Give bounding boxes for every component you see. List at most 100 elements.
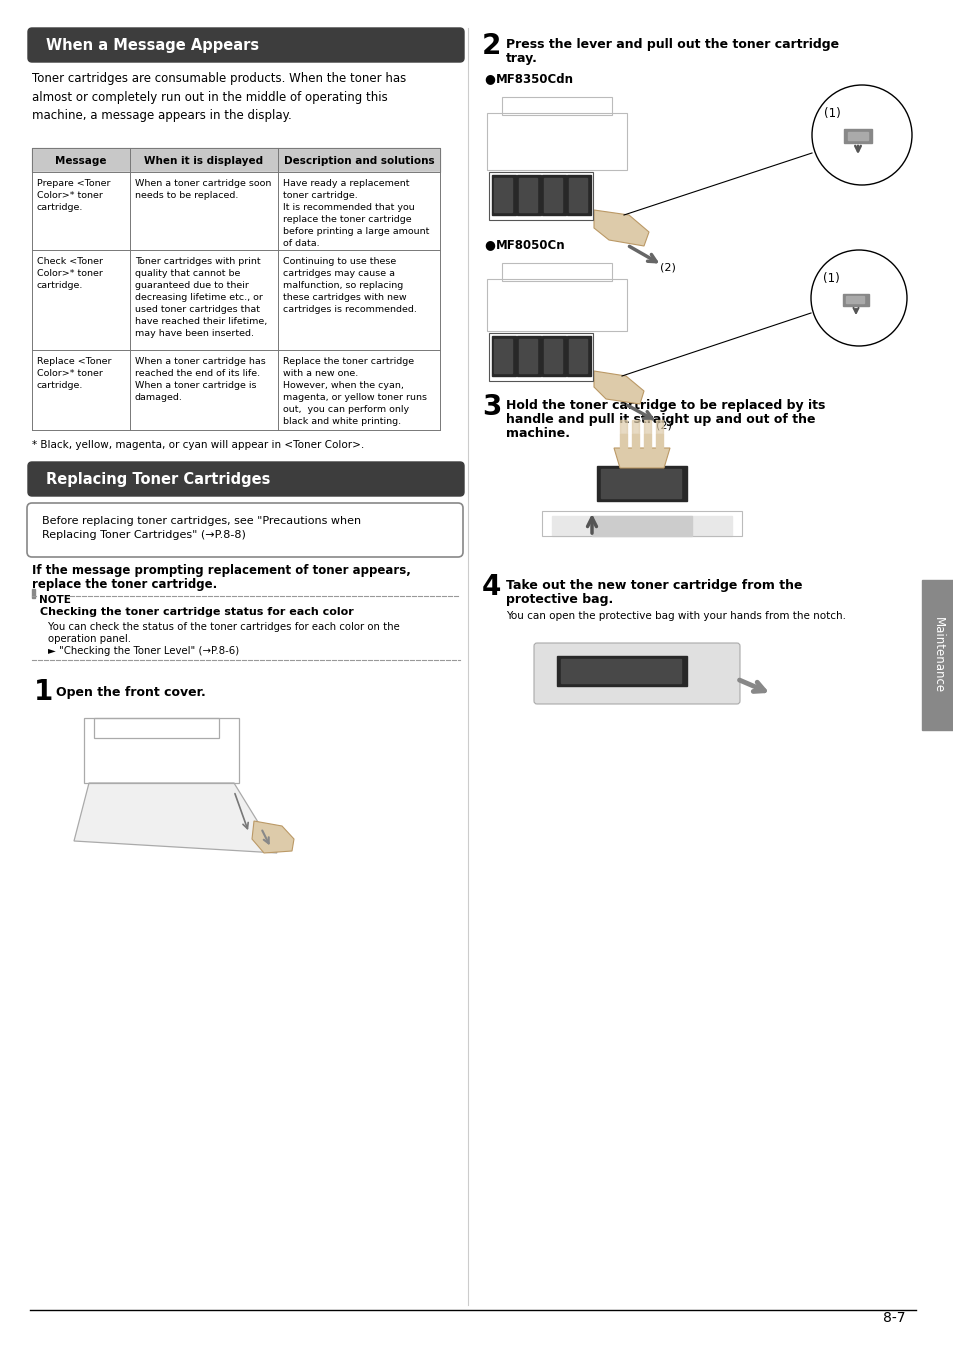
Bar [489, 171, 593, 220]
Bar [619, 420, 626, 433]
Bar [518, 178, 537, 212]
Text: MF8350Cdn: MF8350Cdn [496, 73, 574, 86]
Bar [557, 656, 686, 686]
Bar [552, 516, 731, 536]
Bar [130, 171, 277, 250]
Text: (1): (1) [823, 107, 840, 120]
Text: Open the front cover.: Open the front cover. [56, 686, 206, 699]
Text: replace the toner cartridge.: replace the toner cartridge. [32, 578, 217, 591]
Text: tray.: tray. [505, 53, 537, 65]
Text: MF8050Cn: MF8050Cn [496, 239, 565, 252]
Circle shape [810, 250, 906, 346]
Text: Maintenance: Maintenance [930, 617, 943, 693]
Text: Checking the toner cartridge status for each color: Checking the toner cartridge status for … [40, 608, 354, 617]
Bar [541, 336, 565, 377]
Bar [656, 433, 662, 448]
Text: 8-7: 8-7 [882, 1311, 905, 1324]
Bar [277, 350, 439, 431]
Bar [486, 279, 626, 331]
Bar [494, 339, 512, 373]
Bar [543, 339, 561, 373]
Text: When it is displayed: When it is displayed [144, 155, 263, 166]
Bar [543, 178, 561, 212]
Text: Continuing to use these
cartridges may cause a
malfunction, so replacing
these c: Continuing to use these cartridges may c… [283, 256, 416, 313]
FancyBboxPatch shape [28, 462, 463, 495]
Text: ●: ● [483, 238, 495, 251]
Text: 1: 1 [34, 678, 53, 706]
Bar [597, 466, 686, 501]
Text: Check <Toner
Color>* toner
cartridge.: Check <Toner Color>* toner cartridge. [37, 256, 103, 290]
Polygon shape [74, 783, 276, 853]
Text: protective bag.: protective bag. [505, 593, 613, 606]
Bar [489, 333, 593, 381]
Bar [130, 148, 277, 171]
Bar [32, 250, 130, 350]
Bar [501, 263, 612, 281]
Text: Before replacing toner cartridges, see "Precautions when
Replacing Toner Cartrid: Before replacing toner cartridges, see "… [42, 516, 361, 540]
Bar [32, 350, 130, 431]
Text: Toner cartridges with print
quality that cannot be
guaranteed due to their
decre: Toner cartridges with print quality that… [135, 256, 267, 338]
Text: You can check the status of the toner cartridges for each color on the: You can check the status of the toner ca… [48, 622, 399, 632]
Text: Replace <Toner
Color>* toner
cartridge.: Replace <Toner Color>* toner cartridge. [37, 356, 112, 390]
Polygon shape [594, 371, 643, 404]
Text: Toner cartridges are consumable products. When the toner has
almost or completel: Toner cartridges are consumable products… [32, 72, 406, 122]
Bar [32, 171, 130, 250]
Bar [130, 350, 277, 431]
Text: Prepare <Toner
Color>* toner
cartridge.: Prepare <Toner Color>* toner cartridge. [37, 180, 111, 212]
Text: (1): (1) [822, 271, 839, 285]
Bar [619, 433, 626, 448]
Bar [845, 296, 863, 302]
Bar [541, 176, 565, 215]
Text: (2): (2) [659, 263, 675, 273]
Bar [518, 339, 537, 373]
Text: Take out the new toner cartridge from the: Take out the new toner cartridge from th… [505, 579, 801, 593]
Text: When a Message Appears: When a Message Appears [46, 38, 259, 53]
Bar [486, 113, 626, 170]
Polygon shape [614, 448, 669, 468]
Bar [560, 659, 680, 683]
Text: operation panel.: operation panel. [48, 634, 131, 644]
Text: When a toner cartridge soon
needs to be replaced.: When a toner cartridge soon needs to be … [135, 180, 271, 200]
Text: ► "Checking the Toner Level" (→P.8-6): ► "Checking the Toner Level" (→P.8-6) [48, 647, 239, 656]
Text: Description and solutions: Description and solutions [283, 155, 434, 166]
Text: If the message prompting replacement of toner appears,: If the message prompting replacement of … [32, 564, 411, 576]
Bar [568, 178, 586, 212]
Text: Replace the toner cartridge
with a new one.
However, when the cyan,
magenta, or : Replace the toner cartridge with a new o… [283, 356, 427, 425]
Bar [643, 433, 650, 448]
Bar [566, 336, 590, 377]
Bar [592, 516, 691, 536]
Bar [842, 294, 868, 306]
Text: When a toner cartridge has
reached the end of its life.
When a toner cartridge i: When a toner cartridge has reached the e… [135, 356, 266, 402]
Bar [517, 176, 540, 215]
Bar [656, 420, 662, 433]
Text: (2): (2) [656, 420, 671, 431]
Polygon shape [252, 821, 294, 853]
Bar [32, 589, 35, 598]
Text: Have ready a replacement
toner cartridge.
It is recommended that you
replace the: Have ready a replacement toner cartridge… [283, 180, 429, 247]
Polygon shape [594, 211, 648, 246]
FancyBboxPatch shape [534, 643, 740, 703]
Bar [277, 148, 439, 171]
Bar [517, 336, 540, 377]
Text: 3: 3 [481, 393, 501, 421]
Text: Message: Message [55, 155, 107, 166]
Text: Hold the toner cartridge to be replaced by its: Hold the toner cartridge to be replaced … [505, 400, 824, 412]
Bar [277, 171, 439, 250]
Text: 4: 4 [481, 572, 501, 601]
Bar [847, 132, 867, 140]
Bar [494, 178, 512, 212]
Bar [566, 176, 590, 215]
Bar [643, 420, 650, 433]
Bar [130, 250, 277, 350]
FancyBboxPatch shape [28, 28, 463, 62]
Text: Replacing Toner Cartridges: Replacing Toner Cartridges [46, 472, 270, 487]
Bar [32, 148, 130, 171]
Bar [568, 339, 586, 373]
Text: handle and pull it straight up and out of the: handle and pull it straight up and out o… [505, 413, 815, 427]
Text: machine.: machine. [505, 427, 569, 440]
Text: 2: 2 [481, 32, 501, 59]
Text: * Black, yellow, magenta, or cyan will appear in <Toner Color>.: * Black, yellow, magenta, or cyan will a… [32, 440, 364, 450]
Bar [501, 97, 612, 115]
Bar [631, 433, 639, 448]
Circle shape [811, 85, 911, 185]
